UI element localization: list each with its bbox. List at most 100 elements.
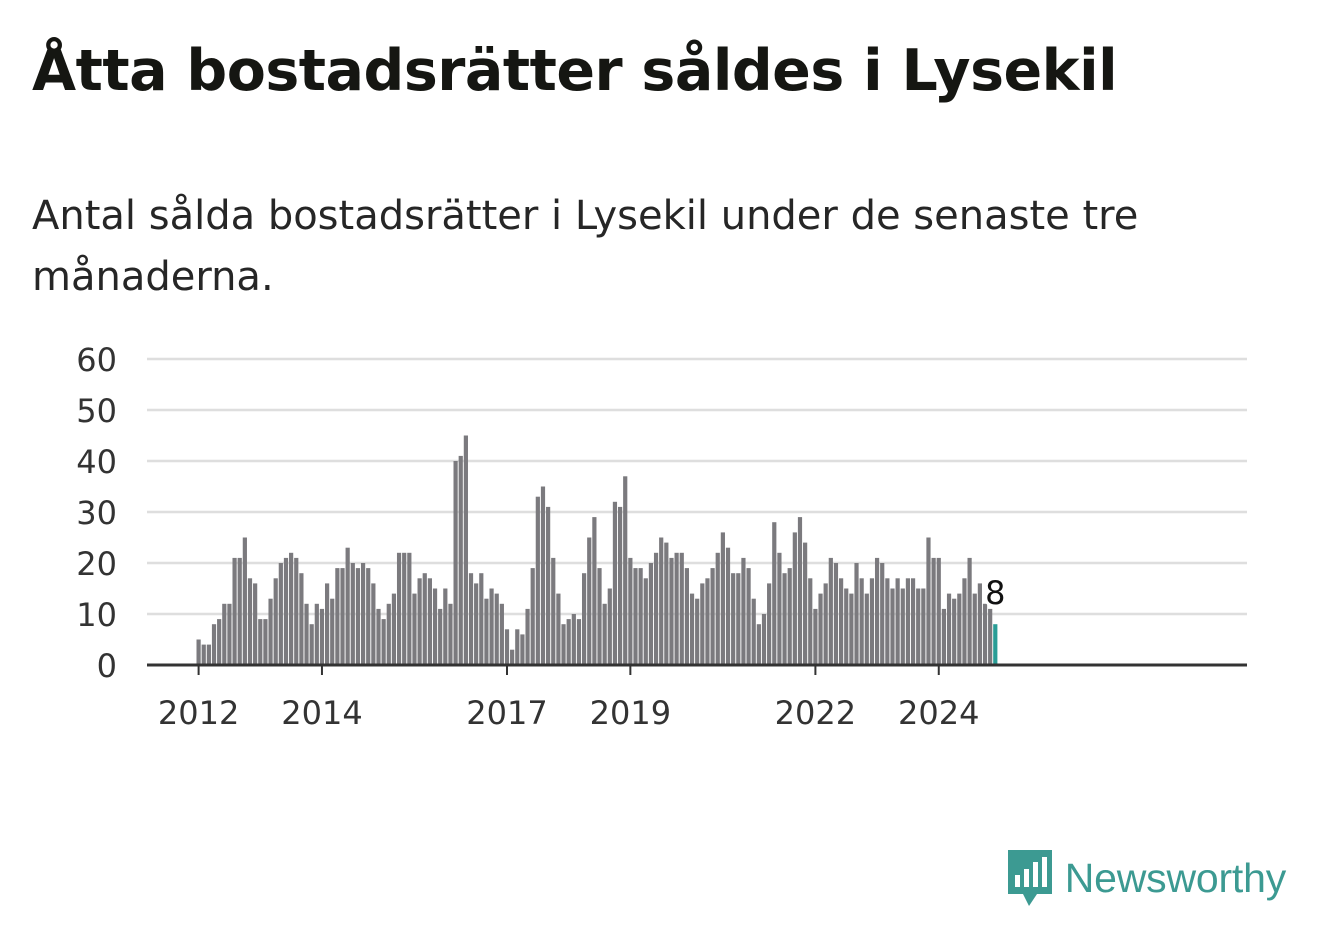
bar: [890, 588, 895, 665]
bar: [823, 583, 828, 665]
bar: [741, 557, 746, 665]
bar: [499, 603, 504, 665]
bar: [643, 578, 648, 665]
bar: [957, 593, 962, 665]
bar: [525, 608, 530, 665]
x-tick-label: 2012: [158, 694, 239, 732]
bar: [242, 537, 247, 665]
bar: [859, 578, 864, 665]
y-tick-label: 50: [76, 392, 117, 430]
bar: [386, 603, 391, 665]
bar: [623, 476, 628, 665]
bar: [335, 568, 340, 665]
bar: [628, 557, 633, 665]
bar: [273, 578, 278, 665]
bar: [294, 557, 299, 665]
bar: [237, 557, 242, 665]
bar: [319, 608, 325, 665]
bar: [720, 532, 725, 665]
bar: [982, 603, 988, 665]
bar: [952, 598, 957, 665]
bar: [489, 588, 494, 665]
bar: [227, 603, 232, 665]
bar: [710, 568, 715, 665]
bar: [787, 568, 792, 665]
bar: [494, 593, 499, 665]
bar: [869, 578, 875, 665]
bar: [659, 537, 664, 665]
bar: [633, 568, 638, 665]
bar: [576, 619, 582, 665]
bar: [479, 573, 484, 665]
brand-logo[interactable]: Newsworthy: [1005, 848, 1286, 908]
bar: [880, 563, 885, 665]
bar: [946, 593, 952, 665]
bar: [453, 461, 458, 665]
bar: [854, 563, 859, 665]
bar: [664, 542, 669, 665]
bar: [206, 644, 211, 665]
bar: [268, 598, 273, 665]
bar: [910, 578, 916, 665]
bar: [813, 608, 818, 665]
bar: [689, 593, 695, 665]
bar: [617, 506, 623, 665]
highlight-bar: [993, 624, 998, 665]
bar: [376, 608, 381, 665]
bar: [253, 583, 258, 665]
bar: [736, 573, 741, 665]
bar: [849, 593, 854, 665]
bar: [972, 593, 977, 665]
x-tick-label: 2024: [898, 694, 979, 732]
y-tick-label: 0: [97, 647, 117, 685]
bar: [325, 583, 330, 665]
bar: [371, 583, 376, 665]
bar: [448, 603, 453, 665]
bar: [247, 578, 253, 665]
bar: [695, 598, 700, 665]
bar: [535, 496, 540, 665]
bar: [653, 552, 659, 665]
bar: [504, 629, 510, 665]
bar: [309, 624, 314, 665]
bar: [484, 598, 489, 665]
bar: [412, 593, 417, 665]
bar: [283, 557, 289, 665]
bar: [612, 501, 618, 665]
bar: [684, 568, 689, 665]
bar: [715, 552, 720, 665]
bar: [977, 583, 982, 665]
bar: [571, 614, 576, 665]
bar: [597, 568, 602, 665]
bar: [355, 568, 361, 665]
bar: [438, 608, 443, 665]
bar: [725, 547, 731, 665]
bar: [263, 619, 268, 665]
x-tick-label: 2014: [281, 694, 362, 732]
bar: [808, 578, 813, 665]
bar: [211, 624, 217, 665]
bar: [232, 557, 237, 665]
bar: [900, 588, 905, 665]
bar: [792, 532, 797, 665]
bar: [916, 588, 921, 665]
bar: [556, 593, 561, 665]
bar: [885, 578, 890, 665]
bar: [602, 603, 607, 665]
bar: [289, 552, 294, 665]
bar: [864, 593, 869, 665]
bar: [833, 563, 839, 665]
bar: [648, 563, 654, 665]
bar: [360, 563, 366, 665]
bar: [936, 557, 941, 665]
bar-chart: 0 10 20 30 40 50 60 2012 2014 2017 2019 2022 2024 8: [76, 341, 1247, 732]
bar: [196, 639, 201, 665]
bar: [402, 552, 407, 665]
bar: [941, 608, 946, 665]
bar: [751, 598, 756, 665]
bar: [381, 619, 386, 665]
bar: [705, 578, 710, 665]
bar: [474, 583, 479, 665]
bar: [366, 568, 371, 665]
bar: [546, 506, 551, 665]
